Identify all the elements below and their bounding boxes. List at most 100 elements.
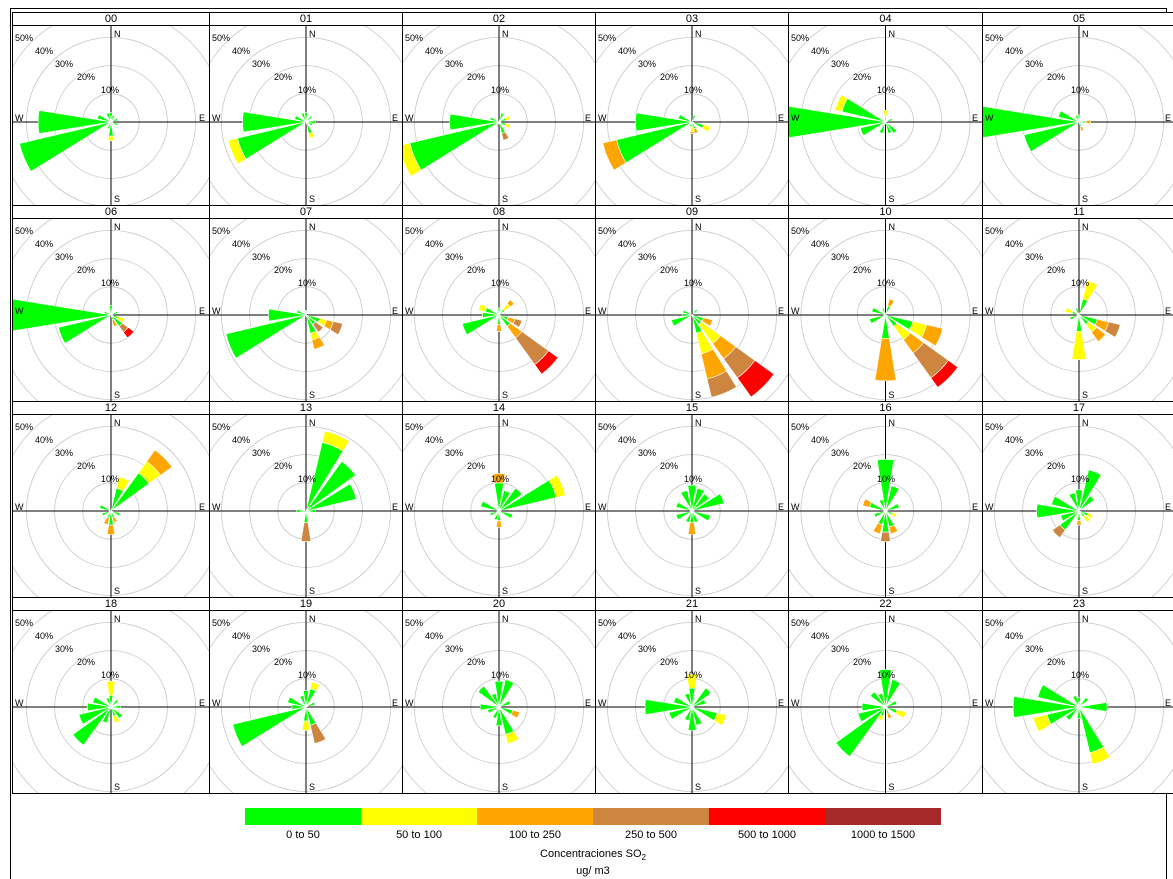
compass-west: W bbox=[791, 502, 800, 512]
petal-segment bbox=[296, 509, 307, 513]
wind-rose-panel-09: 09 10% 20% 30% 40% 50% N E W S bbox=[595, 205, 789, 402]
petal-segment bbox=[895, 709, 907, 719]
petal-segment bbox=[1082, 514, 1091, 523]
ring-label: 20% bbox=[274, 657, 292, 667]
petal-segment bbox=[19, 121, 112, 172]
petal-segment bbox=[146, 449, 173, 476]
petal-segment bbox=[701, 124, 711, 133]
ring-label: 20% bbox=[77, 72, 95, 82]
wind-rose-plot: 10% 20% 30%40%50% N E W S bbox=[789, 26, 982, 205]
panel-hour-label: 11 bbox=[983, 206, 1173, 219]
legend: 0 to 50 50 to 100 100 to 250 250 to 500 500 … bbox=[245, 808, 941, 878]
compass-south: S bbox=[309, 586, 315, 596]
wind-rose-plot: 10% 20% 30%40%50% N E W S bbox=[789, 611, 982, 793]
petal-segment bbox=[109, 305, 113, 316]
ring-label: 20% bbox=[1047, 265, 1065, 275]
legend-unit: ug/ m3 bbox=[576, 865, 610, 877]
compass-west: W bbox=[405, 698, 414, 708]
compass-west: W bbox=[791, 113, 800, 123]
ring-label: 10% bbox=[684, 85, 702, 95]
petal-segment bbox=[291, 704, 307, 710]
ring-label: 20% bbox=[77, 265, 95, 275]
compass-east: E bbox=[1165, 113, 1171, 123]
ring-label: 20% bbox=[467, 657, 485, 667]
ring-label: 10% bbox=[684, 670, 702, 680]
petal-segment bbox=[122, 326, 135, 339]
petal-segment bbox=[101, 510, 112, 517]
petal-segment bbox=[496, 323, 502, 332]
petal-segment bbox=[506, 299, 515, 308]
petal-segment bbox=[1090, 326, 1107, 343]
petal-segment bbox=[116, 476, 130, 492]
compass-south: S bbox=[502, 390, 508, 400]
ring-label: 50% bbox=[212, 33, 230, 43]
compass-west: W bbox=[985, 113, 994, 123]
wind-rose-panel-02: 02 10% 20% 30% 40% 50% N E W S bbox=[402, 12, 596, 206]
compass-south: S bbox=[889, 586, 895, 596]
petal-segment bbox=[1078, 298, 1089, 316]
petal-segment bbox=[477, 685, 500, 708]
panel-hour-label: 01 bbox=[210, 13, 402, 26]
petal-segment bbox=[305, 115, 313, 123]
petal-segment bbox=[232, 706, 307, 747]
petal-segment bbox=[1076, 706, 1082, 720]
petal-segment bbox=[301, 720, 311, 731]
wind-rose-plot: 10% 20% 30%40%50% N E W S bbox=[596, 611, 788, 793]
compass-west: W bbox=[598, 113, 607, 123]
wind-rose-plot: 10% 20% 30%40%50% N E W S bbox=[789, 415, 982, 597]
petal-segment bbox=[687, 522, 697, 535]
ring-label: 10% bbox=[298, 85, 316, 95]
ring-label: 30% bbox=[1025, 252, 1043, 262]
panel-hour-label: 03 bbox=[596, 13, 788, 26]
petal-segment bbox=[498, 679, 515, 708]
petal-segment bbox=[1051, 495, 1080, 512]
ring-label: 40% bbox=[1005, 239, 1023, 249]
petal-segment bbox=[116, 316, 126, 323]
ring-label: 10% bbox=[491, 474, 509, 484]
ring-label: 10% bbox=[1071, 670, 1089, 680]
compass-east: E bbox=[972, 113, 978, 123]
petal-segment bbox=[1086, 512, 1094, 519]
petal-segment bbox=[105, 697, 112, 708]
petal-segment bbox=[701, 317, 713, 327]
petal-segment bbox=[491, 692, 500, 708]
ring-label: 40% bbox=[35, 631, 53, 641]
ring-label: 50% bbox=[598, 33, 616, 43]
ring-label: 30% bbox=[252, 644, 270, 654]
petal-segment bbox=[874, 337, 897, 382]
petal-segment bbox=[305, 483, 357, 512]
panel-hour-label: 13 bbox=[210, 402, 402, 415]
petal-segment bbox=[1023, 121, 1080, 153]
petal-segment bbox=[690, 126, 694, 132]
compass-south: S bbox=[889, 390, 895, 400]
petal-segment bbox=[885, 305, 891, 316]
petal-segment bbox=[110, 706, 123, 719]
petal-segment bbox=[1072, 695, 1080, 708]
petal-segment bbox=[1078, 706, 1105, 754]
petal-segment bbox=[268, 308, 307, 322]
petal-segment bbox=[686, 673, 698, 689]
ring-label: 10% bbox=[101, 85, 119, 95]
wind-rose-plot: 10% 20% 30%40%50% N E W S bbox=[983, 26, 1173, 205]
compass-south: S bbox=[1082, 782, 1088, 792]
legend-swatch bbox=[593, 808, 709, 825]
petal-segment bbox=[930, 359, 959, 388]
wind-rose-plot: 10% 20% 30%40%50% N E W S bbox=[403, 219, 595, 401]
petal-segment bbox=[1032, 714, 1052, 733]
petal-segment bbox=[504, 123, 511, 129]
legend-label: 50 to 100 bbox=[396, 829, 442, 841]
ring-label: 40% bbox=[1005, 46, 1023, 56]
petal-segment bbox=[548, 474, 566, 498]
ring-label: 20% bbox=[853, 265, 871, 275]
compass-west: W bbox=[985, 502, 994, 512]
petal-segment bbox=[885, 121, 898, 134]
ring-label: 50% bbox=[791, 226, 809, 236]
wind-rose-panel-07: 07 10% 20% 30% 40% 50% N E W S bbox=[209, 205, 403, 402]
petal-segment bbox=[835, 706, 886, 758]
wind-rose-panel-01: 01 10% 20% 30% 40% 50% N E W S bbox=[209, 12, 403, 206]
compass-north: N bbox=[309, 29, 316, 39]
petal-segment bbox=[834, 94, 848, 113]
ring-label: 50% bbox=[15, 33, 33, 43]
ring-label: 40% bbox=[35, 435, 53, 445]
compass-east: E bbox=[778, 502, 784, 512]
